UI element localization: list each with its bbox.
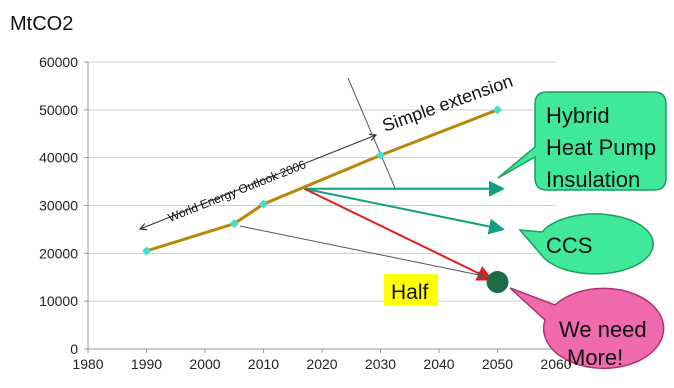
data-point-marker [493, 105, 502, 115]
projection-arrows [304, 180, 505, 281]
x-tick-label: 1990 [131, 356, 162, 372]
data-markers [142, 105, 502, 256]
callout-need-bubble [509, 287, 665, 370]
half-pointer-arrow [239, 225, 485, 279]
x-tick-label: 1980 [72, 356, 103, 372]
x-tick-label: 2050 [482, 356, 513, 372]
weo-divider [347, 77, 396, 189]
callout-hybrid-line3: Insulation [546, 167, 640, 192]
simple-extension-label: Simple extension [380, 71, 516, 136]
y-tick-label: 20000 [39, 245, 78, 261]
callout-need-line2: More! [567, 345, 623, 370]
target-marker [486, 271, 509, 294]
x-tick-label: 2030 [365, 356, 396, 372]
x-tick-label: 2020 [306, 356, 337, 372]
data-point-marker [142, 246, 151, 256]
data-point-marker [376, 150, 385, 160]
callout-need-line1: We need [559, 317, 647, 342]
callout-hybrid-line2: Heat Pump [546, 135, 656, 160]
emissions-line [146, 108, 499, 253]
projection-arrow-red [304, 187, 494, 281]
y-tick-label: 50000 [39, 102, 78, 118]
half-label: Half [391, 281, 429, 304]
y-tick-label: 30000 [39, 198, 78, 214]
y-tick-labels: 0 10000 20000 30000 40000 50000 60000 [39, 54, 88, 357]
data-point-marker [259, 199, 268, 209]
weo-label: World Energy Outlook 2006 [166, 157, 308, 225]
projection-arrow-green-lower [304, 187, 505, 235]
callout-ccs-bubble [518, 213, 654, 275]
callout-ccs-label: CCS [546, 233, 592, 258]
x-tick-label: 2000 [189, 356, 220, 372]
x-tick-label: 2010 [248, 356, 279, 372]
y-tick-label: 0 [70, 341, 78, 357]
x-tick-label: 2040 [423, 356, 454, 372]
y-tick-label: 10000 [39, 293, 78, 309]
x-tick-label: 2060 [540, 356, 571, 372]
data-point-marker [229, 219, 239, 229]
y-unit-label: MtCO2 [10, 13, 73, 35]
callout-hybrid-line1: Hybrid [546, 103, 610, 128]
callout-hybrid-bubble [497, 91, 667, 191]
weo-span-arrow [140, 135, 376, 229]
y-tick-label: 40000 [39, 150, 78, 166]
x-tick-labels: 1980 1990 2000 2010 2020 2030 2040 2050 2060 [72, 349, 572, 372]
half-label-bg [384, 274, 438, 306]
series-line-path [146, 108, 499, 253]
y-tick-label: 60000 [39, 54, 78, 70]
